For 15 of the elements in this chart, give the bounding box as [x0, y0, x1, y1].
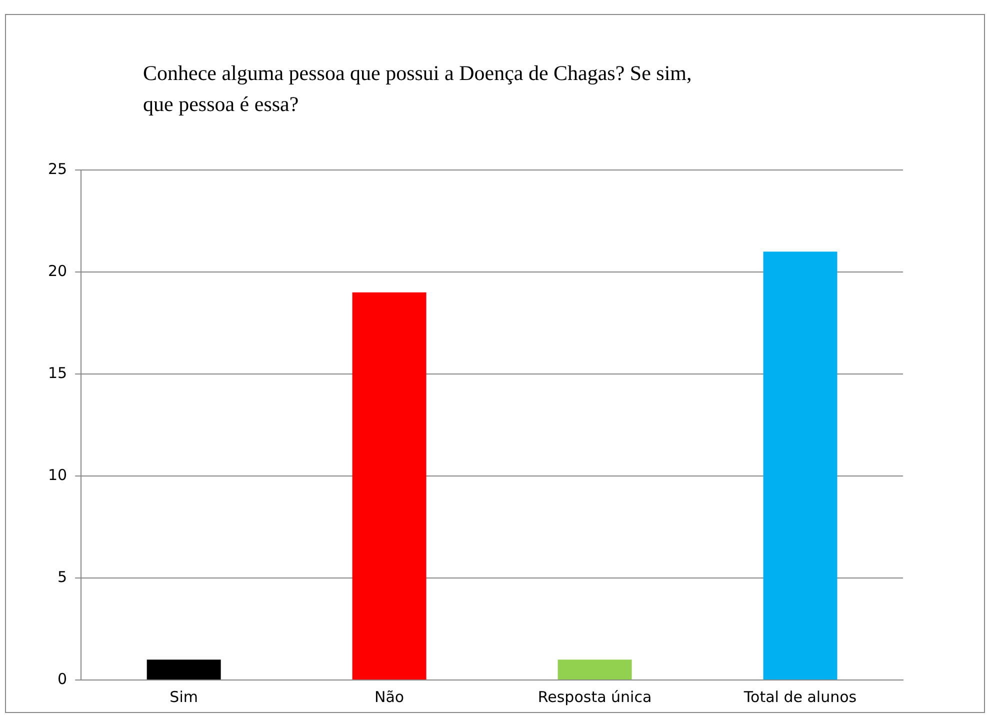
y-tick-label: 25 — [48, 160, 68, 178]
bar — [146, 660, 221, 680]
y-tick-label: 5 — [58, 568, 68, 586]
y-tick-label: 10 — [48, 466, 68, 484]
y-tick-label: 20 — [48, 262, 68, 280]
x-tick-label: Total de alunos — [742, 688, 857, 706]
x-tick-label: Não — [374, 688, 404, 706]
y-tick-label: 0 — [58, 670, 68, 688]
bar — [352, 292, 426, 680]
x-tick-label: Sim — [170, 688, 198, 706]
x-tick-label: Resposta única — [538, 688, 652, 706]
bar — [558, 660, 632, 680]
bar — [763, 252, 838, 680]
chart-title: Conhece alguma pessoa que possui a Doença de Chagas? Se sim, que pessoa é essa? — [143, 60, 693, 118]
y-tick-label: 15 — [48, 364, 68, 382]
